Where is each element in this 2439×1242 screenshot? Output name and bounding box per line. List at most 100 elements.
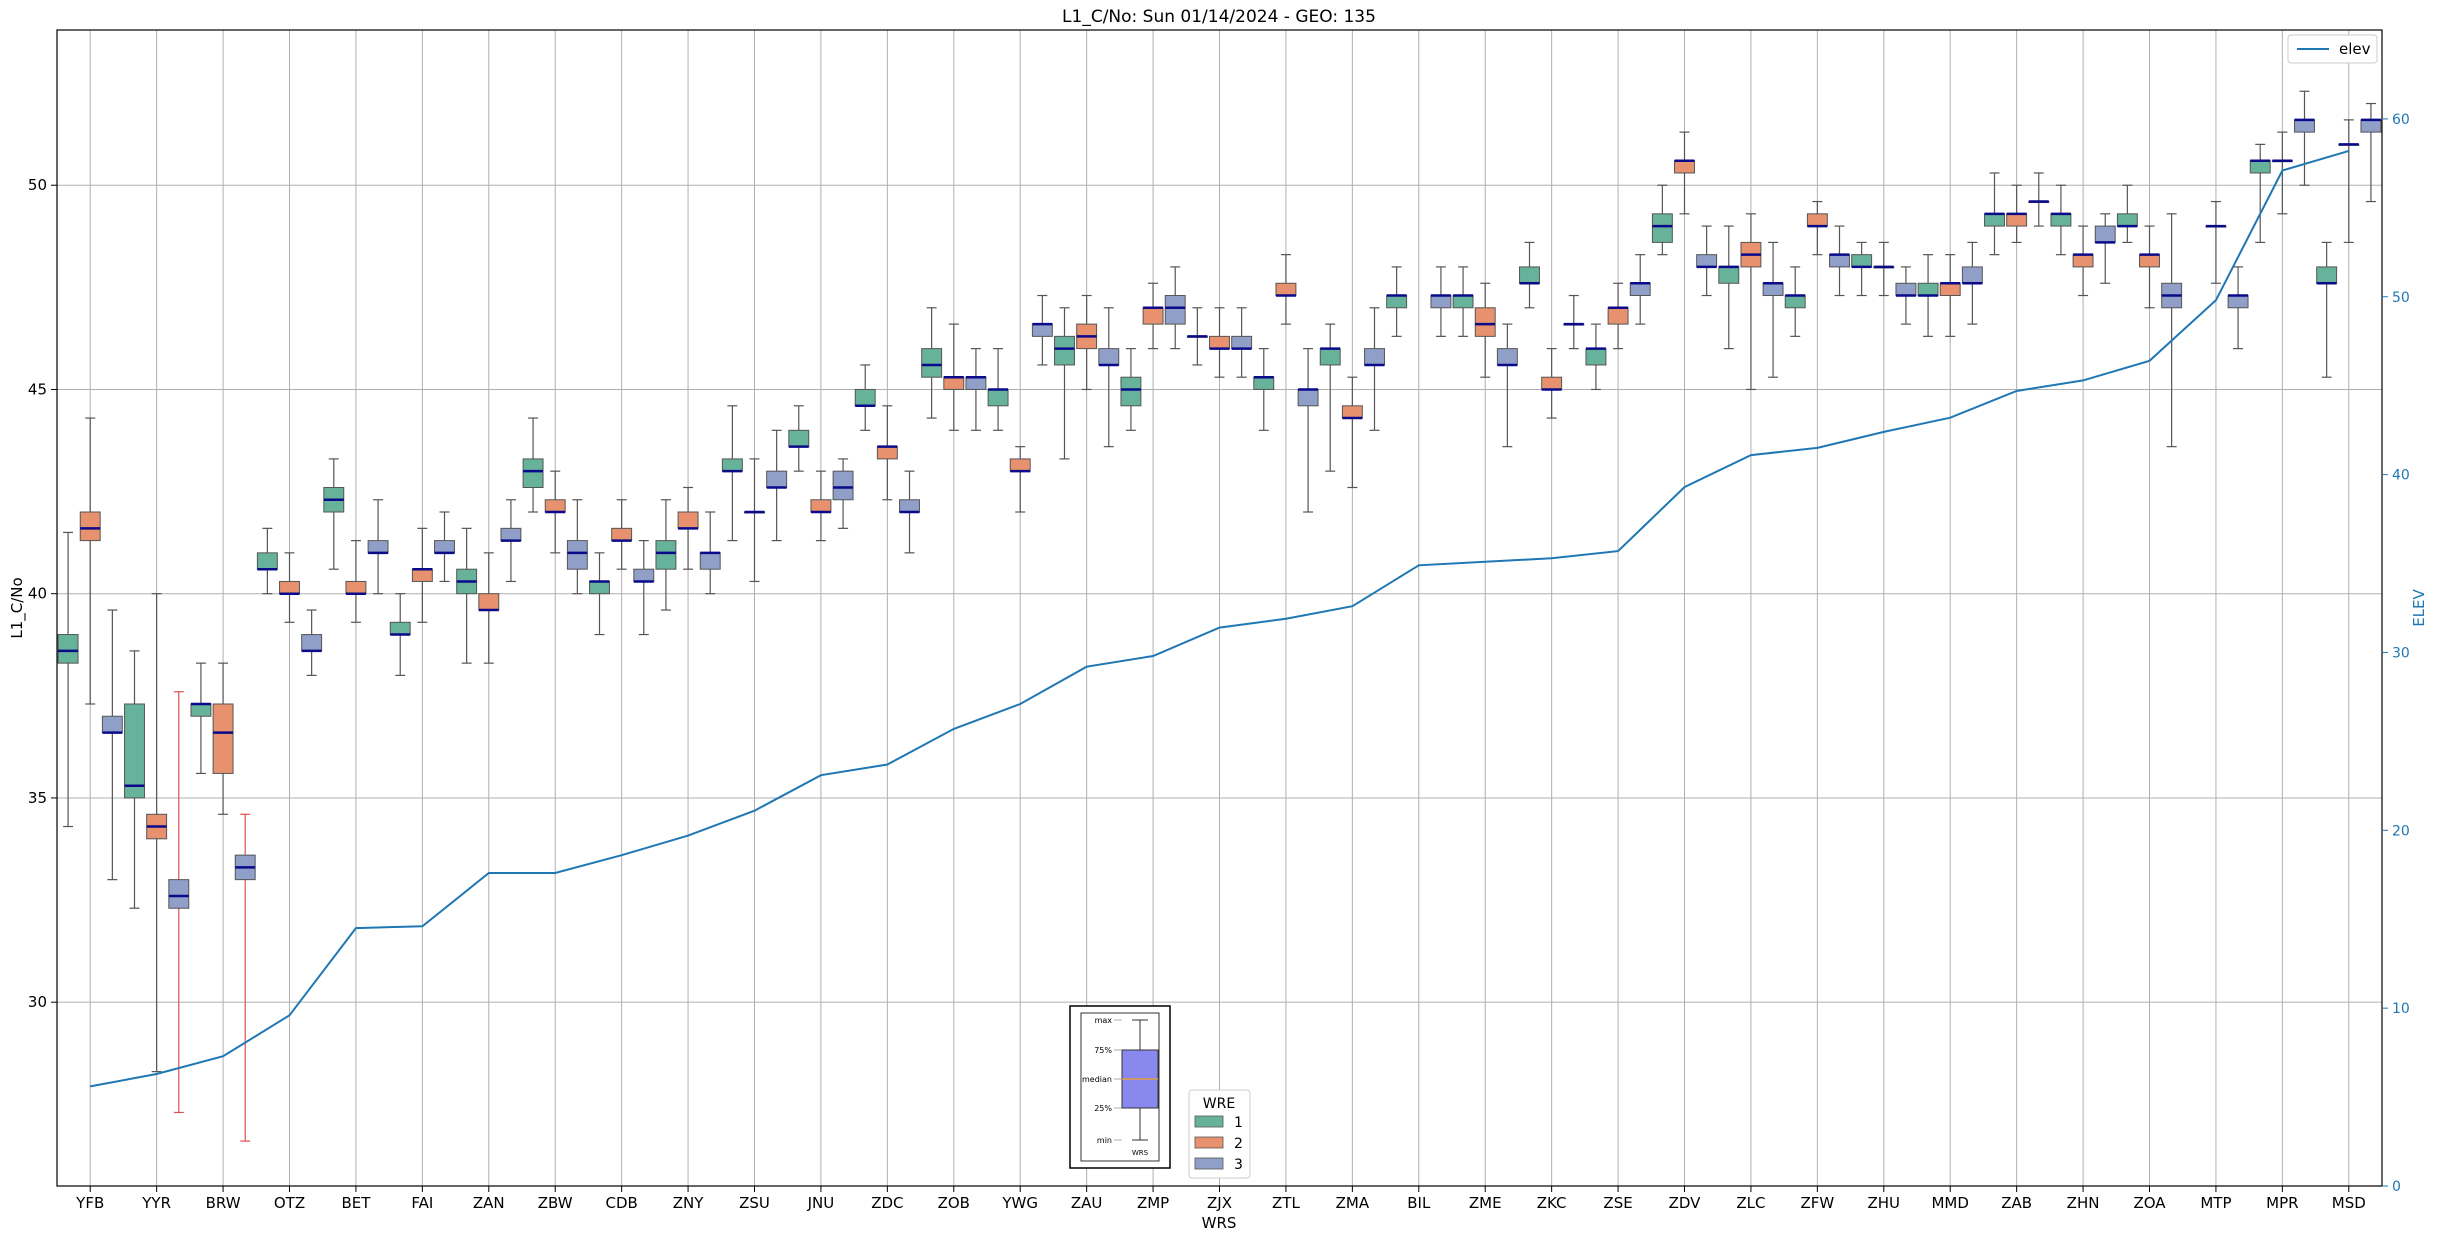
box-iqr	[1386, 295, 1408, 309]
x-tick-label: YWG	[1001, 1194, 1038, 1212]
x-tick-label: ZOA	[2133, 1194, 2166, 1212]
box-explainer-xlabel: WRS	[1132, 1149, 1149, 1157]
box-explainer-label: 25%	[1094, 1104, 1112, 1113]
box-iqr	[1718, 266, 1740, 284]
y-tick-label: 40	[28, 585, 47, 603]
box-iqr	[2116, 213, 2138, 227]
y-tick-label: 35	[28, 789, 47, 807]
box-iqr	[1917, 282, 1939, 297]
box-iqr	[1519, 266, 1540, 284]
box-iqr	[1674, 160, 1695, 174]
y2-tick-label: 30	[2392, 645, 2410, 661]
box-iqr	[566, 540, 588, 570]
x-tick-label: ZNY	[673, 1194, 704, 1212]
box-iqr	[1541, 376, 1563, 390]
box-iqr	[1009, 458, 1031, 472]
box-explainer: max 75% median 25% min WRS	[1069, 1005, 1171, 1169]
y-tick-label: 30	[28, 993, 47, 1011]
box-iqr	[832, 470, 854, 501]
box-iqr	[256, 552, 278, 570]
wre-legend: WRE 1 2 3	[1188, 1089, 1251, 1179]
box-iqr	[2316, 266, 2338, 284]
x-tick-label: ZDC	[871, 1194, 903, 1212]
y2-tick-label: 60	[2392, 112, 2410, 128]
x-tick-label: ZLC	[1736, 1194, 1765, 1212]
box-iqr	[611, 527, 633, 542]
x-tick-label: MMD	[1931, 1194, 1968, 1212]
x-tick-label: YFB	[75, 1194, 104, 1212]
box-iqr	[1784, 295, 1806, 309]
x-tick-label: ZAU	[1071, 1194, 1103, 1212]
box-iqr	[1142, 307, 1164, 325]
box-explainer-labels: max 75% median 25% min	[1082, 1016, 1122, 1145]
box-iqr	[2006, 213, 2028, 227]
x-tick-label: BIL	[1407, 1194, 1431, 1212]
box-iqr	[411, 568, 433, 582]
x-tick-label: ZKC	[1537, 1194, 1567, 1212]
elev-line-layer	[90, 149, 2350, 1088]
wre-legend-swatch	[1194, 1115, 1224, 1128]
box-iqr	[766, 470, 788, 488]
y2-tick-label: 0	[2392, 1179, 2401, 1195]
box-iqr	[1275, 282, 1297, 297]
x-tick-label: BRW	[206, 1194, 241, 1212]
y-tick-label: 50	[28, 176, 47, 194]
box-iqr	[1231, 335, 1253, 350]
box-iqr	[301, 634, 323, 652]
box-iqr	[1496, 348, 1518, 366]
x-tick-label: BET	[341, 1194, 371, 1212]
box-iqr	[1430, 295, 1452, 309]
elev-legend-label: elev	[2339, 40, 2371, 58]
box-iqr	[478, 593, 500, 611]
x-tick-label: ZBW	[538, 1194, 573, 1212]
box-iqr	[721, 458, 743, 472]
box-iqr	[279, 580, 300, 595]
box-iqr	[2094, 225, 2116, 243]
box-iqr	[101, 715, 123, 734]
box-iqr	[589, 580, 610, 595]
box-iqr	[2360, 119, 2382, 133]
box-iqr	[1054, 335, 1075, 366]
box-iqr	[1629, 282, 1651, 297]
box-iqr	[854, 388, 876, 407]
box-iqr	[987, 388, 1009, 407]
box-iqr	[1474, 307, 1496, 337]
box-iqr	[212, 703, 234, 774]
box-iqr	[2227, 295, 2249, 309]
wre-legend-title: WRE	[1203, 1096, 1235, 1112]
x-tick-label: ZMP	[1137, 1194, 1169, 1212]
chart-title: L1_C/No: Sun 01/14/2024 - GEO: 135	[1062, 7, 1376, 27]
x-tick-label: ZSU	[739, 1194, 770, 1212]
box-iqr	[2050, 213, 2072, 227]
wre-legend-swatch	[1194, 1157, 1224, 1170]
wre-legend-label: 1	[1234, 1115, 1243, 1131]
box-iqr	[434, 540, 455, 554]
box-iqr	[655, 540, 677, 570]
box-iqr	[699, 552, 721, 570]
box-iqr	[1319, 348, 1341, 366]
y2-axis-label: ELEV	[2410, 588, 2428, 626]
box-iqr	[921, 348, 943, 378]
y-tick-label: 45	[28, 380, 47, 398]
wre-legend-swatch	[1194, 1136, 1224, 1149]
box-iqr	[810, 499, 832, 513]
x-axis-label: WRS	[1202, 1214, 1237, 1232]
box-iqr	[1120, 376, 1142, 407]
box-explainer-label: min	[1097, 1136, 1112, 1145]
x-tick-label: MSD	[2332, 1194, 2366, 1212]
box-iqr	[633, 568, 655, 582]
x-tick-label: MTP	[2200, 1194, 2231, 1212]
box-iqr	[1851, 254, 1873, 268]
x-tick-label: CDB	[605, 1194, 637, 1212]
box-iqr	[1651, 213, 1673, 243]
x-tick-label: FAI	[411, 1194, 433, 1212]
box-iqr	[1098, 348, 1120, 366]
x-tick-label: YYR	[141, 1194, 171, 1212]
box-iqr	[1031, 323, 1053, 337]
box-iqr	[677, 511, 699, 529]
box-iqr	[1895, 282, 1917, 297]
x-tick-label: ZHN	[2067, 1194, 2100, 1212]
box-iqr	[1961, 266, 1983, 284]
